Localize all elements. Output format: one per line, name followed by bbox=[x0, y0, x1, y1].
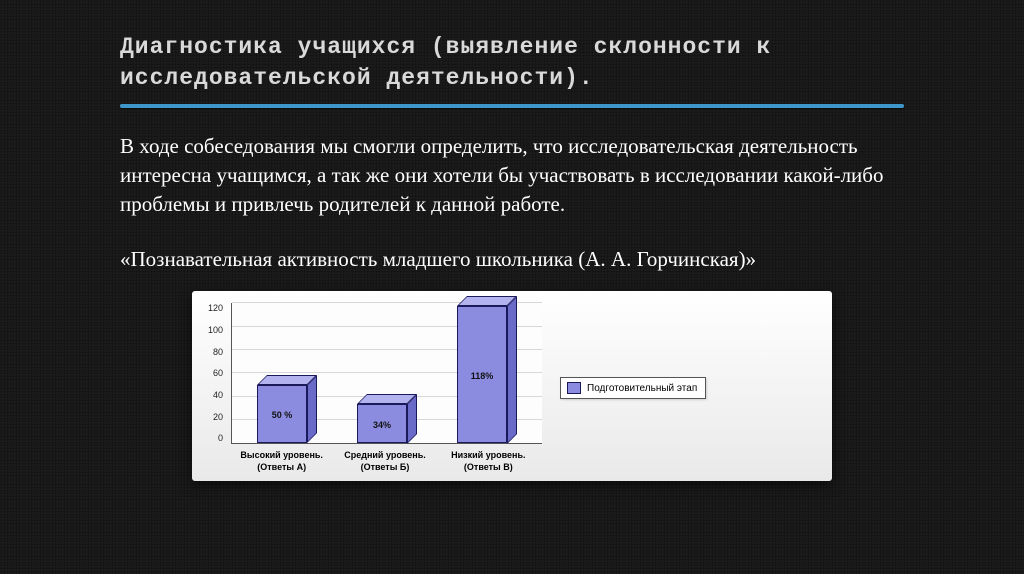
y-tick-label: 40 bbox=[213, 390, 223, 400]
body-paragraph: В ходе собеседования мы смогли определит… bbox=[120, 132, 904, 219]
chart-bar: 34% bbox=[357, 404, 407, 444]
bar-value-label: 50 % bbox=[257, 410, 307, 420]
x-category-label: Средний уровень.(Ответы Б) bbox=[333, 450, 436, 473]
y-tick-label: 20 bbox=[213, 412, 223, 422]
y-tick-label: 0 bbox=[218, 433, 223, 443]
y-tick-label: 120 bbox=[208, 303, 223, 313]
legend-label: Подготовительный этап bbox=[587, 383, 697, 394]
bar-value-label: 118% bbox=[457, 371, 507, 381]
chart-subheading: «Познавательная активность младшего школ… bbox=[120, 245, 904, 273]
chart-bar: 118% bbox=[457, 306, 507, 444]
legend-swatch bbox=[567, 382, 581, 394]
x-category-label: Низкий уровень.(Ответы В) bbox=[437, 450, 540, 473]
chart-card: 120 100 80 60 40 20 0 50 % 34% 118% Высокий уров… bbox=[192, 291, 832, 481]
y-tick-label: 80 bbox=[213, 347, 223, 357]
chart-x-axis: Высокий уровень.(Ответы А)Средний уровен… bbox=[230, 444, 540, 473]
x-category-label: Высокий уровень.(Ответы А) bbox=[230, 450, 333, 473]
chart-bar: 50 % bbox=[257, 385, 307, 443]
title-divider bbox=[120, 104, 904, 108]
y-tick-label: 100 bbox=[208, 325, 223, 335]
chart-legend: Подготовительный этап bbox=[560, 377, 706, 399]
y-tick-label: 60 bbox=[213, 368, 223, 378]
page-title: Диагностика учащихся (выявление склоннос… bbox=[120, 32, 904, 94]
chart-plot-area: 50 % 34% 118% bbox=[231, 303, 542, 444]
chart-y-axis: 120 100 80 60 40 20 0 bbox=[208, 303, 225, 443]
bar-value-label: 34% bbox=[357, 420, 407, 430]
